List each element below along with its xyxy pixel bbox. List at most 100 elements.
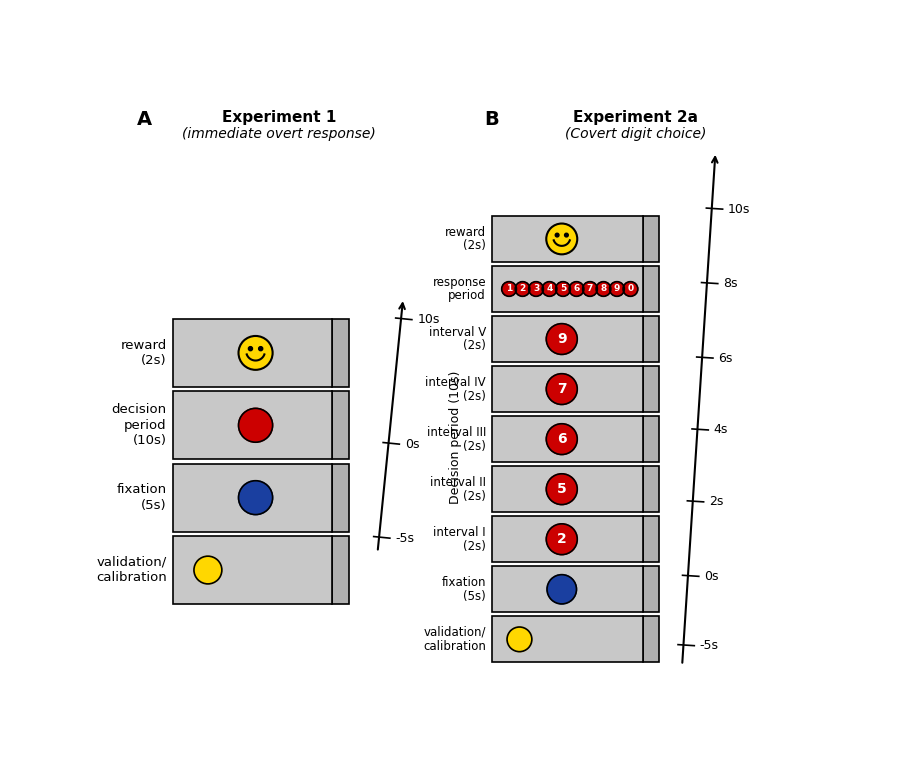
Text: 7: 7 (557, 382, 567, 396)
Polygon shape (173, 391, 332, 459)
Polygon shape (492, 616, 644, 662)
Text: interval II: interval II (430, 476, 486, 489)
Circle shape (194, 556, 222, 584)
Text: calibration: calibration (96, 571, 166, 584)
Polygon shape (644, 216, 659, 262)
Text: (5s): (5s) (141, 499, 166, 512)
Polygon shape (492, 516, 644, 562)
Circle shape (528, 282, 544, 296)
Text: interval V: interval V (428, 326, 486, 339)
Polygon shape (173, 319, 332, 387)
Text: period: period (448, 290, 486, 303)
Polygon shape (492, 466, 644, 513)
Text: (Covert digit choice): (Covert digit choice) (565, 127, 706, 141)
Text: 10s: 10s (728, 202, 751, 215)
Text: 3: 3 (533, 285, 539, 293)
Circle shape (582, 282, 598, 296)
Text: 10s: 10s (418, 313, 440, 326)
Polygon shape (644, 366, 659, 412)
Text: period: period (124, 418, 166, 432)
Circle shape (258, 347, 263, 350)
Polygon shape (332, 537, 349, 604)
Text: 8: 8 (600, 285, 607, 293)
Text: (2s): (2s) (464, 439, 486, 452)
Circle shape (569, 282, 584, 296)
Text: 4s: 4s (714, 424, 728, 436)
Text: (2s): (2s) (141, 354, 166, 367)
Text: 7: 7 (587, 285, 593, 293)
Polygon shape (492, 216, 644, 262)
Circle shape (507, 627, 532, 652)
Circle shape (547, 574, 577, 604)
Polygon shape (644, 416, 659, 462)
Text: (10s): (10s) (133, 434, 166, 447)
Circle shape (546, 524, 577, 554)
Circle shape (248, 347, 253, 350)
Text: 1: 1 (506, 285, 512, 293)
Text: B: B (484, 110, 500, 129)
Text: calibration: calibration (423, 640, 486, 653)
Circle shape (609, 282, 625, 296)
Text: 9: 9 (557, 332, 567, 346)
Text: 5: 5 (560, 285, 566, 293)
Text: response: response (432, 276, 486, 289)
Text: interval IV: interval IV (426, 376, 486, 388)
Text: validation/: validation/ (424, 626, 486, 639)
Text: 0s: 0s (405, 438, 419, 451)
Text: (5s): (5s) (464, 590, 486, 603)
Text: 9: 9 (614, 285, 620, 293)
Text: 5: 5 (557, 482, 567, 496)
Text: 2: 2 (519, 285, 526, 293)
Circle shape (238, 336, 273, 370)
Text: 6: 6 (557, 432, 567, 446)
Polygon shape (332, 464, 349, 532)
Circle shape (555, 233, 559, 237)
Polygon shape (644, 566, 659, 612)
Polygon shape (644, 266, 659, 312)
Text: -5s: -5s (395, 532, 414, 545)
Text: -5s: -5s (699, 639, 719, 652)
Circle shape (238, 481, 273, 515)
Text: (2s): (2s) (464, 340, 486, 353)
Text: (immediate overt response): (immediate overt response) (182, 127, 376, 141)
Text: Experiment 2a: Experiment 2a (573, 110, 698, 124)
Text: interval I: interval I (434, 526, 486, 539)
Text: (2s): (2s) (464, 540, 486, 553)
Text: 6: 6 (573, 285, 580, 293)
Circle shape (596, 282, 611, 296)
Text: 8s: 8s (724, 277, 738, 290)
Circle shape (546, 323, 577, 354)
Text: 6s: 6s (718, 351, 733, 364)
Text: 2s: 2s (709, 496, 724, 509)
Text: 4: 4 (546, 285, 553, 293)
Text: fixation: fixation (442, 576, 486, 589)
Circle shape (501, 282, 517, 296)
Text: (2s): (2s) (464, 390, 486, 402)
Text: 0: 0 (627, 285, 634, 293)
Circle shape (546, 224, 577, 254)
Polygon shape (492, 266, 644, 312)
Circle shape (546, 424, 577, 455)
Circle shape (546, 474, 577, 505)
Polygon shape (644, 616, 659, 662)
Circle shape (564, 233, 568, 237)
Polygon shape (173, 464, 332, 532)
Polygon shape (492, 316, 644, 362)
Text: 2: 2 (557, 532, 567, 547)
Polygon shape (644, 516, 659, 562)
Circle shape (546, 374, 577, 405)
Text: (2s): (2s) (464, 239, 486, 252)
Polygon shape (332, 319, 349, 387)
Text: interval III: interval III (427, 425, 486, 438)
Circle shape (555, 282, 571, 296)
Text: Experiment 1: Experiment 1 (222, 110, 337, 124)
Polygon shape (644, 466, 659, 513)
Text: decision: decision (112, 404, 166, 416)
Text: Decision period (10s): Decision period (10s) (448, 371, 462, 504)
Text: (2s): (2s) (464, 489, 486, 503)
Text: validation/: validation/ (96, 556, 166, 569)
Text: 0s: 0s (704, 570, 719, 583)
Text: fixation: fixation (117, 483, 166, 496)
Circle shape (623, 282, 638, 296)
Circle shape (542, 282, 557, 296)
